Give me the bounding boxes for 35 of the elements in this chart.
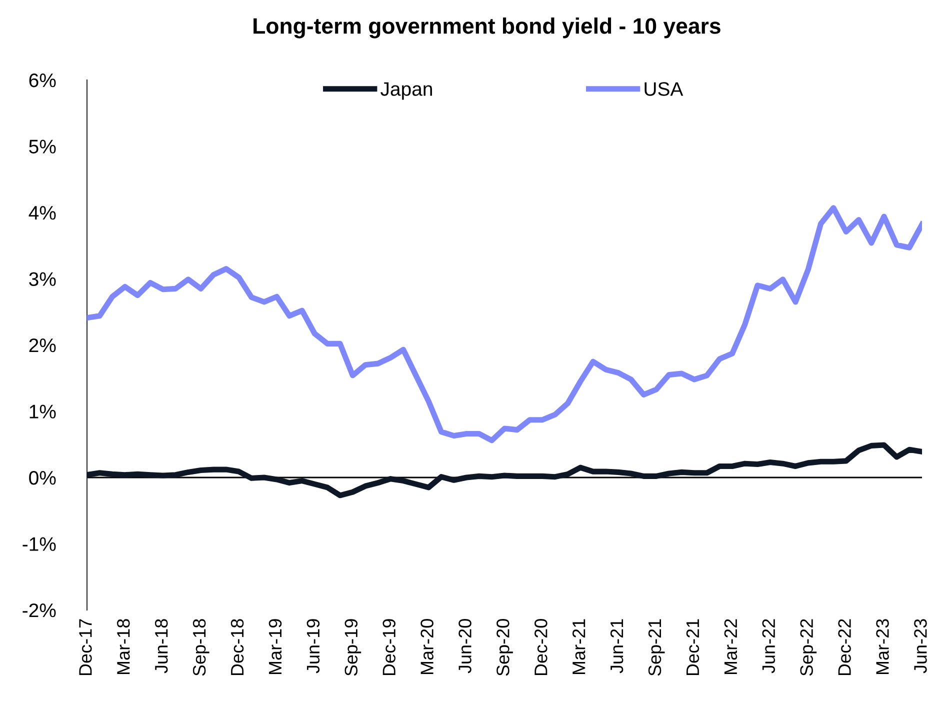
- x-tick-label: Mar-22: [724, 619, 738, 674]
- y-tick-label: 3%: [29, 272, 56, 286]
- x-tick-label: Mar-23: [876, 619, 889, 674]
- x-tick-label: Sep-21: [648, 619, 665, 676]
- x-tick-label: Sep-20: [496, 619, 513, 676]
- x-tick-label: Jun-22: [762, 619, 776, 674]
- x-tick-label: Dec-22: [838, 619, 851, 676]
- y-tick-label: 4%: [28, 206, 56, 220]
- x-tick-label: Dec-20: [534, 619, 548, 676]
- x-tick-label: Jun-19: [306, 619, 320, 674]
- y-tick-label: 1%: [30, 404, 56, 418]
- y-tick-label: 0%: [29, 470, 56, 485]
- x-tick-label: Dec-18: [230, 619, 244, 676]
- x-tick-label: Sep-18: [192, 619, 210, 676]
- legend-label: Japan: [380, 82, 432, 100]
- y-tick-label: -2%: [22, 603, 56, 618]
- x-tick-label: Jun-23: [914, 619, 927, 674]
- legend-label: USA: [644, 82, 684, 96]
- x-tick-label: Mar-21: [572, 619, 586, 674]
- y-tick-label: 2%: [29, 338, 56, 352]
- x-tick-label: Mar-19: [268, 619, 282, 674]
- x-tick-label: Jun-21: [610, 619, 624, 674]
- x-tick-label: Jun-18: [154, 619, 168, 674]
- x-tick-label: Dec-19: [382, 619, 396, 676]
- x-tick-label: Dec-17: [79, 619, 92, 676]
- x-tick-label: Jun-20: [458, 619, 472, 674]
- chart-title: Long-term government bond yield - 10 years: [254, 18, 720, 38]
- x-tick-label: Mar-18: [117, 619, 130, 674]
- x-tick-label: Dec-21: [686, 619, 700, 676]
- x-tick-label: Mar-20: [420, 619, 434, 674]
- y-tick-label: 6%: [29, 73, 56, 88]
- x-tick-label: Sep-19: [344, 619, 362, 676]
- x-tick-label: Sep-22: [800, 619, 817, 676]
- y-tick-label: -1%: [22, 537, 56, 551]
- y-tick-label: 5%: [29, 140, 56, 154]
